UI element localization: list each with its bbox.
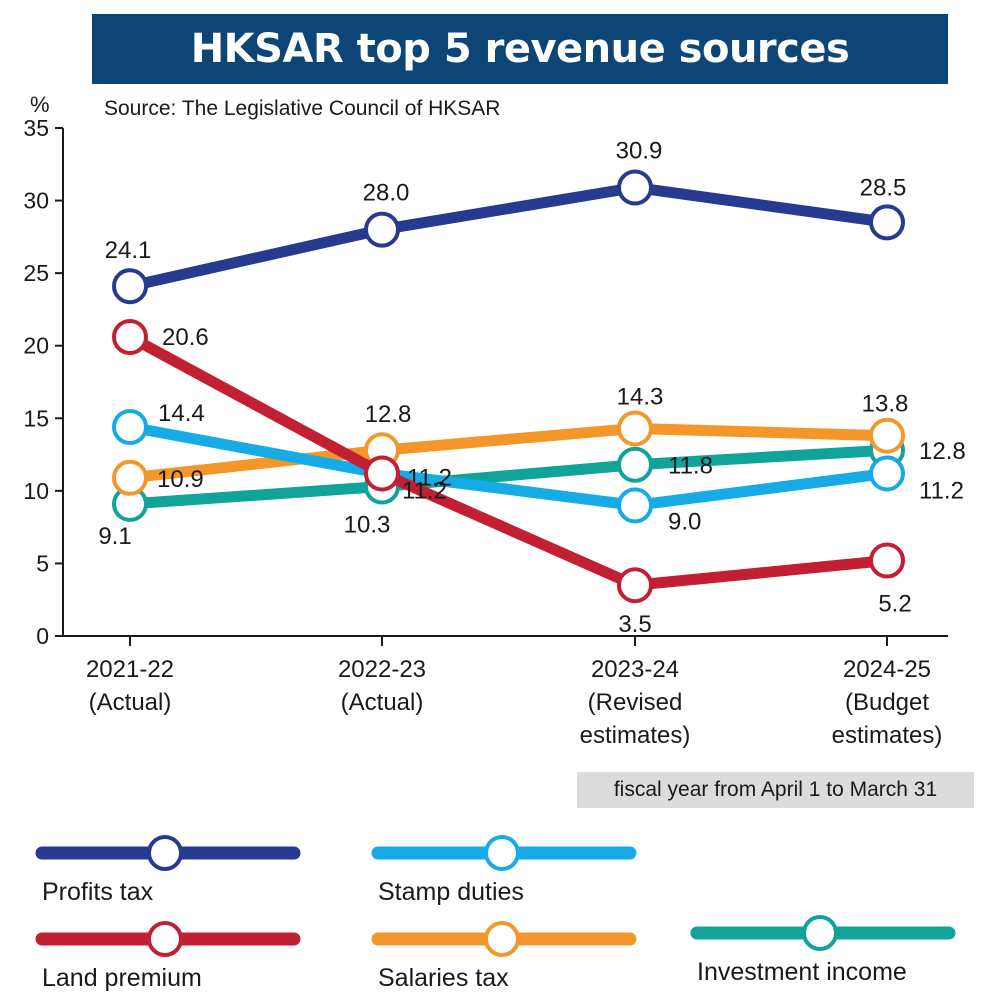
data-label: 5.2 bbox=[878, 591, 911, 618]
data-label: 11.2 bbox=[402, 477, 447, 504]
data-label: 24.1 bbox=[105, 237, 152, 264]
x-tick-label-line: (Budget bbox=[845, 689, 929, 716]
series-line-salaries-tax bbox=[124, 422, 893, 484]
fiscal-year-note-text: fiscal year from April 1 to March 31 bbox=[613, 778, 938, 801]
data-label: 3.5 bbox=[618, 611, 651, 638]
data-label: 20.6 bbox=[162, 324, 209, 351]
data-point bbox=[112, 268, 148, 305]
series-salaries-tax: 10.9 12.8 14.3 13.8 bbox=[112, 383, 909, 496]
series-profits-tax: 24.1 28.0 30.9 28.5 bbox=[105, 138, 907, 305]
data-label: 11.2 bbox=[919, 477, 964, 504]
y-tick-label: 35 bbox=[23, 115, 49, 141]
data-point bbox=[617, 446, 653, 483]
legend-item-salaries-tax: Salaries tax bbox=[371, 921, 637, 992]
data-point bbox=[112, 319, 148, 356]
x-tick-label: 2023-24 (Revised estimates) bbox=[580, 656, 691, 749]
legend-item-profits-tax: Profits tax bbox=[35, 835, 301, 906]
legend-item-land-premium: Land premium bbox=[35, 921, 301, 992]
data-point bbox=[617, 410, 653, 447]
legend-item-investment-income: Investment income bbox=[690, 915, 956, 986]
data-point bbox=[869, 204, 905, 241]
series-line-investment-income bbox=[124, 444, 893, 510]
y-tick-label: 30 bbox=[23, 188, 49, 214]
data-point bbox=[364, 455, 400, 492]
data-label: 13.8 bbox=[862, 391, 909, 418]
data-label: 10.3 bbox=[344, 512, 391, 539]
legend-label: Salaries tax bbox=[378, 964, 509, 992]
data-point bbox=[112, 408, 148, 445]
data-label: 11.8 bbox=[668, 453, 713, 480]
x-tick-label: 2021-22 (Actual) bbox=[86, 656, 174, 716]
data-point bbox=[617, 487, 653, 524]
data-point bbox=[617, 169, 653, 206]
data-label: 12.8 bbox=[365, 401, 412, 428]
legend-label: Land premium bbox=[42, 964, 202, 992]
data-label: 30.9 bbox=[616, 138, 663, 165]
y-tick-label: 20 bbox=[23, 333, 49, 359]
chart-title-bar: HKSAR top 5 revenue sources bbox=[92, 14, 948, 84]
x-tick-label: 2022-23 (Actual) bbox=[338, 656, 426, 716]
x-tick-label-line: estimates) bbox=[832, 722, 943, 749]
legend-swatch-marker bbox=[802, 915, 838, 951]
series-line-profits-tax bbox=[124, 182, 893, 292]
data-label: 28.0 bbox=[363, 180, 410, 207]
fiscal-year-note: fiscal year from April 1 to March 31 bbox=[577, 772, 974, 808]
data-label: 14.3 bbox=[617, 383, 664, 410]
series-line-stamp-duties bbox=[124, 421, 893, 511]
x-tick-label-line: 2024-25 bbox=[843, 656, 931, 683]
data-point bbox=[869, 542, 905, 579]
data-label: 9.0 bbox=[668, 508, 701, 535]
data-point bbox=[617, 567, 653, 604]
data-point bbox=[869, 417, 905, 454]
x-tick-label-line: estimates) bbox=[580, 722, 691, 749]
legend-swatch-marker bbox=[484, 835, 520, 871]
y-tick-label: 10 bbox=[23, 478, 49, 504]
data-label: 12.8 bbox=[919, 438, 966, 465]
series-line-land-premium bbox=[124, 331, 893, 591]
legend-label: Investment income bbox=[697, 958, 907, 986]
data-label: 9.1 bbox=[98, 523, 131, 550]
x-tick-label: 2024-25 (Budget estimates) bbox=[832, 656, 943, 749]
y-tick-label: 5 bbox=[36, 550, 49, 576]
legend-swatch-marker bbox=[147, 921, 183, 957]
series-land-premium: 20.6 11.2 3.5 5.2 bbox=[112, 319, 912, 638]
legend-item-stamp-duties: Stamp duties bbox=[371, 835, 637, 906]
x-tick-label-line: 2022-23 bbox=[338, 656, 426, 683]
legend-swatch-marker bbox=[484, 921, 520, 957]
y-axis-unit: % bbox=[30, 92, 50, 117]
x-tick-label-line: (Actual) bbox=[341, 689, 424, 716]
x-tick-label-line: (Actual) bbox=[89, 689, 172, 716]
data-point bbox=[364, 211, 400, 248]
y-tick-label: 25 bbox=[23, 260, 49, 286]
y-tick-label: 15 bbox=[23, 405, 49, 431]
x-tick-label-line: 2023-24 bbox=[591, 656, 679, 683]
data-label: 14.4 bbox=[158, 400, 205, 427]
chart-title: HKSAR top 5 revenue sources bbox=[190, 26, 850, 72]
x-tick-label-line: 2021-22 bbox=[86, 656, 174, 683]
legend-label: Profits tax bbox=[42, 878, 154, 906]
data-point bbox=[869, 455, 905, 492]
data-label: 28.5 bbox=[860, 174, 907, 201]
data-point bbox=[112, 459, 148, 496]
y-tick-label: 0 bbox=[36, 623, 49, 649]
source-note: Source: The Legislative Council of HKSAR bbox=[104, 97, 501, 120]
data-label: 10.9 bbox=[157, 466, 204, 493]
legend-label: Stamp duties bbox=[378, 878, 524, 906]
legend-swatch-marker bbox=[147, 835, 183, 871]
x-tick-label-line: (Revised bbox=[588, 689, 683, 716]
